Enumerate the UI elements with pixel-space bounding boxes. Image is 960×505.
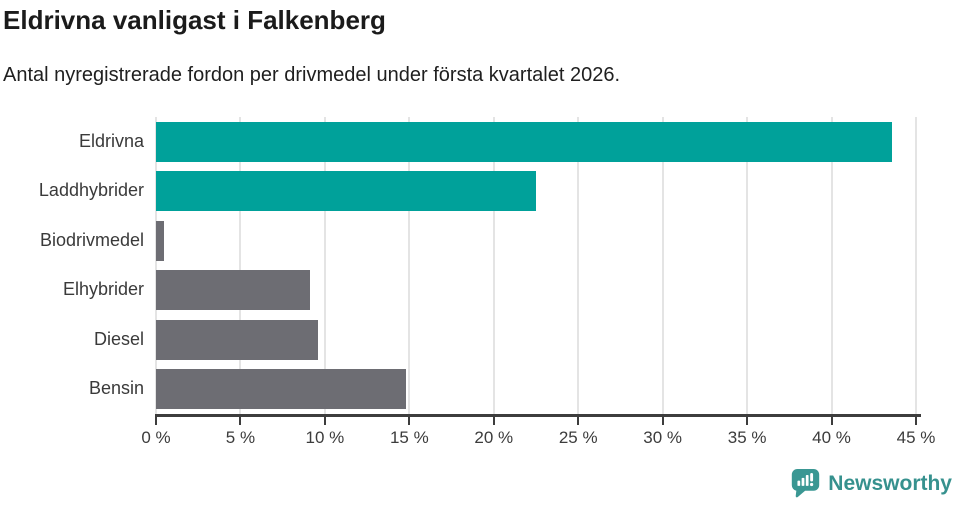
bar-chart: Eldrivna Laddhybrider Biodrivmedel Elhybrid… [0, 117, 960, 457]
category-labels: Eldrivna Laddhybrider Biodrivmedel Elhybrid… [0, 117, 144, 414]
tick-label: 35 % [727, 428, 767, 447]
gridline [155, 117, 157, 414]
gridline [577, 117, 580, 414]
bar-chart-speech-bubble-icon [791, 468, 820, 499]
tick-label: 15 % [389, 428, 429, 447]
tick-mark [915, 417, 917, 425]
bar-laddhybrider [156, 171, 536, 212]
tick-mark [746, 417, 749, 425]
gridline [915, 117, 917, 414]
tick-mark [830, 417, 833, 425]
x-axis-line [155, 414, 921, 417]
chart-subtitle: Antal nyregistrerade fordon per drivmede… [3, 64, 621, 86]
tick-label: 5 % [225, 428, 256, 447]
gridline [408, 117, 411, 414]
gridline [239, 117, 242, 414]
category-label: Eldrivna [78, 130, 144, 151]
gridline [661, 117, 664, 414]
tick-mark [155, 417, 157, 425]
bar-bensin [156, 369, 406, 410]
tick-label: 45 % [896, 428, 936, 447]
chart-title: Eldrivna vanligast i Falkenberg [3, 5, 386, 35]
tick-label: 30 % [643, 428, 683, 447]
tick-mark [577, 417, 580, 425]
tick-label: 20 % [474, 428, 514, 447]
tick-mark [323, 417, 326, 425]
plot-area [155, 117, 932, 414]
bar-diesel [156, 319, 319, 360]
category-label: Elhybrider [62, 279, 144, 300]
tick-mark [408, 417, 411, 425]
tick-mark [492, 417, 495, 425]
bar-eldrivna [156, 121, 893, 162]
tick-mark [239, 417, 242, 425]
category-label: Bensin [88, 378, 144, 399]
brand-name: Newsworthy [828, 471, 952, 495]
bar-biodrivmedel [156, 220, 165, 261]
gridline [492, 117, 495, 414]
tick-label: 25 % [558, 428, 598, 447]
gridline [746, 117, 749, 414]
category-label: Biodrivmedel [39, 229, 144, 250]
tick-mark [661, 417, 664, 425]
tick-label: 40 % [812, 428, 851, 447]
tick-label: 10 % [305, 428, 345, 447]
tick-label: 0 % [141, 428, 171, 447]
category-label: Laddhybrider [38, 180, 144, 201]
gridline [323, 117, 326, 414]
gridline [830, 117, 833, 414]
category-label: Diesel [93, 328, 144, 349]
bar-elhybrider [156, 270, 310, 311]
brand-footer: Newsworthy [791, 468, 952, 499]
